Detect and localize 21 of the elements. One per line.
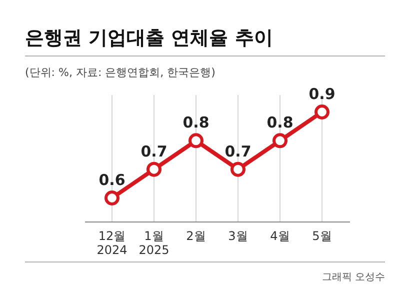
x-tick-label: 1월 2025 xyxy=(138,229,170,257)
data-label: 0.6 xyxy=(98,171,126,189)
chart-title: 은행권 기업대출 연체율 추이 xyxy=(25,27,273,49)
x-tick-label: 4월 xyxy=(270,229,290,243)
point xyxy=(314,104,330,120)
data-label: 0.7 xyxy=(140,142,168,160)
point xyxy=(146,162,162,177)
chart-subtitle: (단위: %, 자료: 은행연합회, 한국은행) xyxy=(25,66,216,79)
data-label: 0.8 xyxy=(266,114,294,132)
data-label: 0.7 xyxy=(224,142,252,160)
point xyxy=(230,162,246,177)
point xyxy=(104,190,120,206)
data-label: 0.8 xyxy=(182,114,210,132)
point xyxy=(188,133,204,148)
x-tick-label: 12월 2024 xyxy=(96,229,128,257)
data-label: 0.9 xyxy=(308,85,336,103)
x-tick-label: 3월 xyxy=(228,229,248,243)
x-tick-label: 5월 xyxy=(312,229,332,243)
x-tick-label: 2월 xyxy=(186,229,206,243)
text: 그래픽 오성수 xyxy=(322,272,385,283)
point xyxy=(272,133,288,148)
